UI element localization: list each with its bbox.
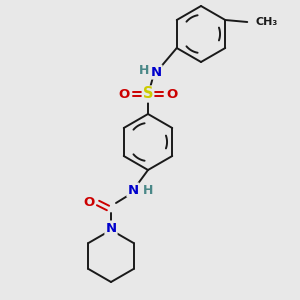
Text: O: O — [83, 196, 94, 209]
Text: N: N — [105, 221, 117, 235]
Text: N: N — [150, 65, 162, 79]
Text: S: S — [143, 86, 153, 101]
Text: H: H — [139, 64, 149, 76]
Text: CH₃: CH₃ — [255, 17, 278, 27]
Text: O: O — [167, 88, 178, 100]
Text: N: N — [128, 184, 139, 196]
Text: H: H — [143, 184, 153, 197]
Text: O: O — [118, 88, 130, 100]
